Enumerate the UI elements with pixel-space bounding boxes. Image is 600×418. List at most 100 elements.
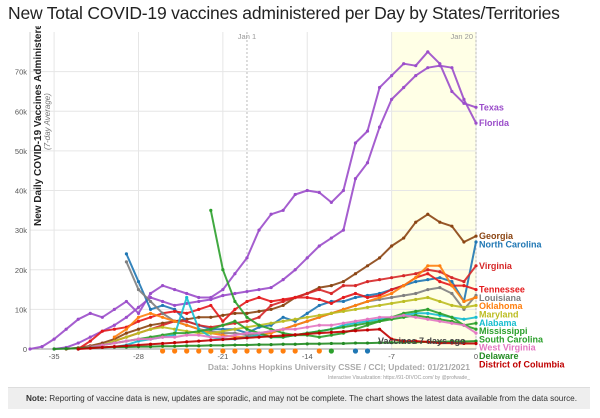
data-point: [245, 256, 249, 260]
series-label[interactable]: Maryland: [479, 309, 519, 319]
data-point: [124, 335, 129, 339]
y-tick-label: 60k: [15, 107, 27, 116]
data-point: [474, 295, 478, 300]
data-point: [365, 264, 370, 268]
data-point: [64, 347, 68, 351]
data-point: [414, 280, 418, 284]
series-line[interactable]: [53, 64, 477, 350]
data-point: [233, 299, 237, 304]
data-point: [426, 272, 430, 276]
data-point: [317, 244, 321, 248]
data-point: [341, 228, 346, 232]
data-point: [209, 297, 213, 302]
series-lines[interactable]: [28, 50, 478, 351]
series-label[interactable]: Louisiana: [479, 293, 522, 303]
data-point: [88, 346, 92, 350]
baseline-dot: [328, 348, 334, 354]
data-point: [100, 329, 104, 333]
series-label[interactable]: District of Columbia: [479, 359, 565, 369]
series-line[interactable]: [53, 340, 477, 350]
y-tick-label: 0: [23, 345, 27, 354]
data-point: [426, 268, 430, 272]
data-point: [173, 331, 177, 335]
data-point: [365, 328, 370, 332]
data-point: [221, 313, 225, 317]
series-label[interactable]: Alabama: [479, 318, 518, 328]
data-point: [269, 307, 273, 311]
series-line[interactable]: [29, 50, 477, 350]
data-point: [474, 339, 478, 343]
baseline-dot: [184, 348, 190, 354]
data-point: [233, 272, 237, 276]
data-point: [185, 319, 189, 323]
series-label[interactable]: Mississippi: [479, 326, 528, 336]
series-label[interactable]: Oklahoma: [479, 301, 524, 311]
data-point: [136, 280, 141, 284]
data-point: [438, 341, 442, 345]
data-point: [281, 297, 285, 302]
data-point: [353, 284, 358, 288]
series-label[interactable]: Virginia: [479, 261, 513, 271]
data-point: [390, 244, 394, 248]
series-label[interactable]: Georgia: [479, 231, 514, 241]
data-point: [365, 129, 370, 133]
data-point: [341, 321, 346, 325]
data-point: [148, 345, 153, 349]
data-point: [245, 327, 249, 331]
data-point: [317, 335, 321, 339]
data-point: [450, 321, 454, 325]
data-point: [426, 264, 430, 268]
data-point: [450, 284, 454, 288]
data-point: [88, 311, 92, 315]
data-point: [209, 331, 213, 335]
data-point: [112, 345, 116, 349]
data-point: [377, 256, 382, 260]
data-point: [390, 295, 394, 300]
data-point: [245, 319, 249, 323]
chart-title: New Total COVID-19 vaccines administered…: [8, 3, 560, 23]
series-label[interactable]: Delaware: [479, 351, 519, 361]
data-point: [329, 236, 333, 240]
x-tick-label: -14: [302, 352, 313, 361]
series-label[interactable]: Florida: [479, 118, 510, 128]
data-point: [76, 317, 80, 321]
data-point: [173, 303, 177, 308]
data-point: [269, 285, 273, 290]
annotation-text: Vaccines 7 days ago: [378, 336, 466, 346]
data-point: [341, 325, 346, 329]
data-point: [148, 323, 153, 327]
series-line[interactable]: [77, 314, 477, 350]
series-label[interactable]: North Carolina: [479, 239, 542, 249]
series-label[interactable]: Texas: [479, 102, 504, 112]
series-label[interactable]: Tennessee: [479, 285, 525, 295]
data-point: [281, 208, 285, 212]
data-point: [462, 97, 466, 101]
series-label[interactable]: West Virginia: [479, 343, 537, 353]
data-point: [474, 105, 478, 109]
data-point: [341, 188, 346, 193]
data-point: [474, 287, 478, 292]
data-point: [474, 331, 478, 335]
data-point: [329, 327, 333, 331]
data-point: [209, 338, 213, 342]
data-point: [462, 323, 466, 327]
y-tick-label: 10k: [15, 305, 27, 314]
series-line[interactable]: [77, 328, 477, 350]
data-point: [124, 339, 129, 343]
data-point: [474, 234, 478, 238]
series-line[interactable]: [101, 296, 477, 346]
data-point: [148, 291, 153, 296]
data-point: [426, 212, 430, 216]
data-point: [377, 341, 382, 345]
data-point: [185, 323, 189, 327]
data-point: [462, 305, 466, 309]
data-point: [305, 256, 309, 260]
data-point: [377, 295, 382, 300]
series-label[interactable]: South Carolina: [479, 334, 544, 344]
data-point: [185, 291, 189, 296]
data-point: [269, 343, 273, 347]
data-point: [414, 309, 418, 313]
data-point: [185, 333, 189, 337]
data-point: [341, 329, 346, 334]
